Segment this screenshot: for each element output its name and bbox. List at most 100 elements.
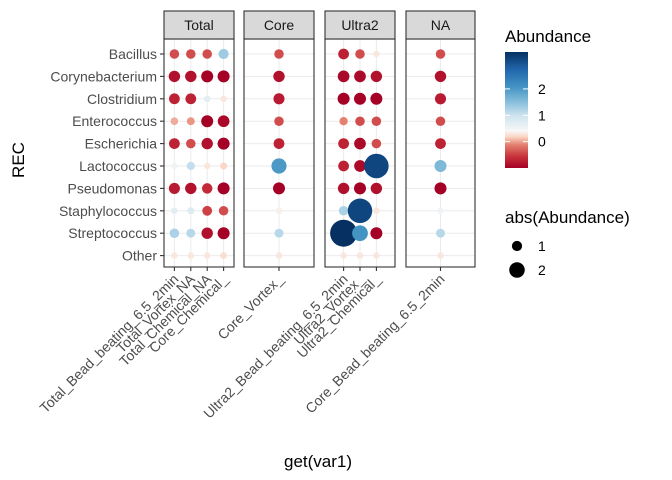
data-point [273, 138, 285, 149]
data-point [201, 115, 214, 128]
colour-legend-label: 2 [538, 81, 546, 97]
data-point [217, 115, 230, 128]
y-axis-ticks: Bacillus Corynebacterium Clostridium Entero… [50, 46, 164, 264]
facet-strip-label: Ultra2 [341, 17, 379, 33]
data-point [371, 116, 382, 126]
y-axis-title: REC [9, 142, 28, 178]
data-point [353, 92, 367, 105]
data-point [171, 162, 178, 170]
x-axis-title: get(var1) [284, 452, 352, 471]
data-point [370, 227, 383, 240]
data-point [340, 252, 347, 259]
data-point [271, 158, 287, 174]
data-point [202, 205, 213, 216]
colour-legend-title: Abundance [505, 27, 591, 46]
data-point [434, 70, 447, 83]
data-point [435, 138, 446, 149]
data-point [217, 137, 230, 150]
facet-strip [324, 10, 396, 40]
y-tick-label: Bacillus [109, 46, 157, 62]
data-point [352, 225, 368, 242]
y-tick-label: Clostridium [87, 91, 157, 107]
data-point [373, 207, 380, 214]
data-point [273, 93, 285, 105]
data-point [353, 182, 367, 195]
data-point [187, 207, 195, 215]
data-point [274, 116, 284, 126]
data-point [273, 70, 285, 83]
data-point [204, 162, 211, 170]
data-point [370, 182, 383, 195]
data-point [373, 252, 380, 259]
data-point [355, 49, 365, 59]
data-point [354, 160, 366, 172]
colour-legend: Abundance 0 1 2 [505, 27, 591, 168]
data-point [435, 49, 446, 59]
data-point [220, 252, 227, 259]
data-point [217, 227, 230, 240]
facet-strip [163, 10, 235, 40]
data-point [169, 49, 180, 59]
x-axis-ticks: Total_Bead_beating_6.5_2minTotal_Vortex_… [36, 267, 448, 421]
data-point [171, 207, 178, 215]
data-point [373, 50, 380, 58]
data-point [355, 116, 365, 126]
data-point [220, 162, 228, 170]
data-point [364, 153, 389, 179]
y-tick-label: Pseudomonas [67, 180, 157, 196]
data-point [338, 206, 349, 216]
y-tick-label: Enterococcus [72, 113, 157, 129]
y-tick-label: Other [122, 248, 157, 264]
facet-strip-label: NA [431, 17, 451, 33]
data-point [186, 228, 196, 238]
data-point [201, 137, 213, 150]
data-point [437, 207, 444, 214]
data-point [330, 219, 358, 247]
data-point [338, 48, 349, 60]
data-point [186, 161, 195, 171]
data-point [204, 252, 211, 259]
facet-strip [405, 10, 476, 40]
size-legend-label: 2 [538, 262, 546, 278]
data-point [370, 70, 383, 83]
data-point [202, 49, 212, 59]
data-point [169, 228, 180, 238]
data-point [171, 252, 178, 259]
data-point [201, 227, 213, 239]
data-point [436, 228, 445, 238]
data-point [339, 117, 348, 126]
facet-strip-label: Core [264, 17, 295, 33]
data-point [275, 252, 283, 259]
data-point [337, 182, 350, 195]
data-point [170, 117, 179, 126]
colour-legend-bar [505, 52, 528, 168]
colour-legend-label: 1 [538, 107, 546, 123]
data-point [187, 252, 194, 259]
size-legend-title: abs(Abundance) [505, 208, 630, 227]
data-point [272, 182, 286, 195]
data-point [185, 182, 197, 195]
data-point [201, 70, 214, 83]
facet-strips: Total Core Ultra2 NA [163, 10, 476, 40]
data-point [186, 138, 196, 149]
data-point [337, 92, 350, 105]
data-point [186, 117, 195, 126]
facet-strip-label: Total [184, 17, 214, 33]
data-point [203, 95, 211, 103]
data-point [354, 70, 366, 83]
data-point [185, 70, 197, 83]
size-legend-key [509, 262, 525, 278]
data-point [370, 92, 383, 105]
data-point [371, 138, 382, 149]
data-point [274, 228, 284, 238]
size-legend: abs(Abundance) 1 2 [505, 208, 630, 278]
facet-strip [243, 10, 315, 40]
data-point [217, 182, 230, 195]
data-point [168, 182, 180, 194]
data-point [186, 49, 196, 59]
data-point [434, 159, 447, 173]
data-point [434, 93, 447, 105]
y-tick-label: Escherichia [85, 136, 158, 152]
data-point [337, 70, 350, 83]
